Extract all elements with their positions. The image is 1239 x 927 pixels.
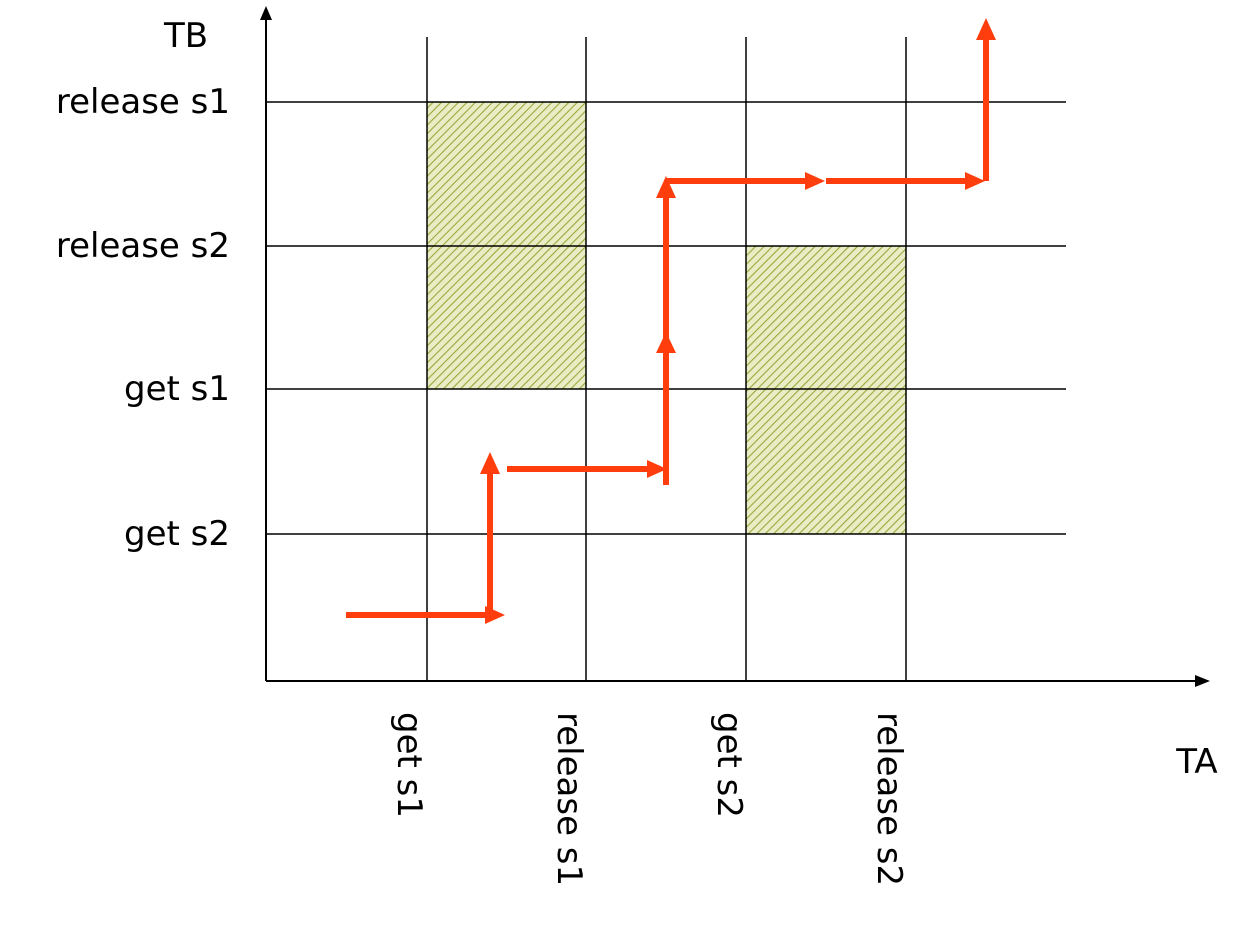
y-axis-arrowhead <box>260 6 272 20</box>
path-arrowhead-5 <box>656 176 676 198</box>
forbidden-region-s2 <box>746 246 906 534</box>
path-arrowhead-8 <box>976 18 996 40</box>
execution-path-arrowheads <box>480 18 996 624</box>
y-tick-label-get-s1: get s1 <box>124 369 230 409</box>
execution-path <box>346 36 989 618</box>
x-tick-label-release-s1: release s1 <box>549 712 589 886</box>
path-arrowhead-3 <box>647 460 667 478</box>
axes <box>265 18 1196 682</box>
y-axis-label: TB <box>163 16 208 56</box>
path-arrowhead-1 <box>485 606 505 624</box>
path-arrowhead-4 <box>656 332 676 353</box>
path-arrowhead-6 <box>805 172 825 190</box>
path-arrowhead-2 <box>480 452 500 474</box>
path-arrowhead-7 <box>965 172 985 190</box>
y-tick-label-release-s2: release s2 <box>56 226 230 266</box>
x-tick-label-release-s2: release s2 <box>869 712 909 886</box>
x-axis-label: TA <box>1175 742 1217 782</box>
y-tick-label-get-s2: get s2 <box>124 514 230 554</box>
x-tick-label-get-s1: get s1 <box>389 712 429 818</box>
y-tick-label-release-s1: release s1 <box>56 82 230 122</box>
x-axis-arrowhead <box>1195 675 1210 687</box>
x-tick-label-get-s2: get s2 <box>709 712 749 818</box>
